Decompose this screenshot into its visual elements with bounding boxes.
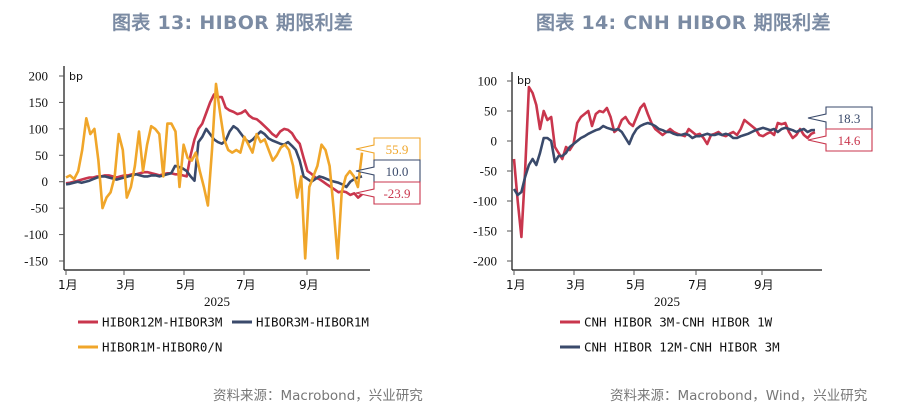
value-callout [355,159,421,183]
legend-label: HIBOR3M-HIBOR1M [256,315,369,330]
x-tick-label: 7月 [236,278,256,292]
x-tick-label: 3月 [566,278,586,292]
x-tick-label: 1月 [58,278,78,292]
y-tick-label: -200 [473,254,497,269]
legend-label: CNH HIBOR 3M-CNH HIBOR 1W [584,315,773,330]
chart-13-source: 资料来源：Macrobond，兴业研究 [213,388,423,404]
value-callout-label: 14.6 [838,133,861,148]
x-tick-label: 3月 [116,278,136,292]
value-callout-label: -23.9 [383,186,410,201]
unit-label: bp [69,70,83,83]
unit-label: bp [517,74,531,87]
chart-14-source: 资料来源：Macrobond，Wind，兴业研究 [610,388,868,404]
x-tick-label: 5月 [626,278,646,292]
chart-14: 100 50 0 -50 -100 -150 -200 bp 1月 3月 5月 7月 9月 2025 18.… [473,72,873,355]
y-tick-label: 50 [35,148,48,163]
series-line [512,121,816,197]
value-callout [807,106,873,130]
chart-14-title: 图表 14: CNH HIBOR 期限利差 [536,12,831,34]
value-callout [355,137,421,161]
y-tick-label: -100 [473,194,497,209]
legend-label: CNH HIBOR 12M-CNH HIBOR 3M [584,340,780,355]
y-tick-label: 150 [29,95,49,110]
x-tick-label: 9月 [754,278,774,292]
y-tick-label: 200 [29,69,49,84]
y-tick-label: -50 [480,164,497,179]
x-tick-label: 1月 [506,278,526,292]
x-tick-label: 7月 [688,278,708,292]
x-tick-label: 5月 [176,278,196,292]
y-tick-label: 100 [29,121,49,136]
y-tick-label: -150 [24,254,48,269]
value-callout-label: 18.3 [838,111,861,126]
y-tick-label: -50 [31,201,48,216]
y-tick-label: -150 [473,224,497,239]
value-callout-label: 10.0 [386,164,409,179]
chart-13: 200 150 100 50 0 -50 -100 -150 bp 1月 3月 5月 7月 9月 2025 5… [24,66,421,355]
x-axis-title: 2025 [654,294,680,309]
value-callout-label: 55.9 [386,142,409,157]
y-tick-label: 50 [484,104,497,119]
x-axis-title: 2025 [204,294,230,309]
legend-label: HIBOR1M-HIBOR0/N [102,340,222,355]
value-callout [807,128,873,152]
chart-13-title: 图表 13: HIBOR 期限利差 [112,12,354,34]
y-tick-label: 100 [478,74,498,89]
x-tick-label: 9月 [299,278,319,292]
value-callout [355,181,421,205]
legend-label: HIBOR12M-HIBOR3M [102,315,222,330]
series-line [65,82,364,260]
y-tick-label: 0 [42,174,49,189]
y-tick-label: 0 [491,134,498,149]
y-tick-label: -100 [24,227,48,242]
series-line [512,85,816,239]
